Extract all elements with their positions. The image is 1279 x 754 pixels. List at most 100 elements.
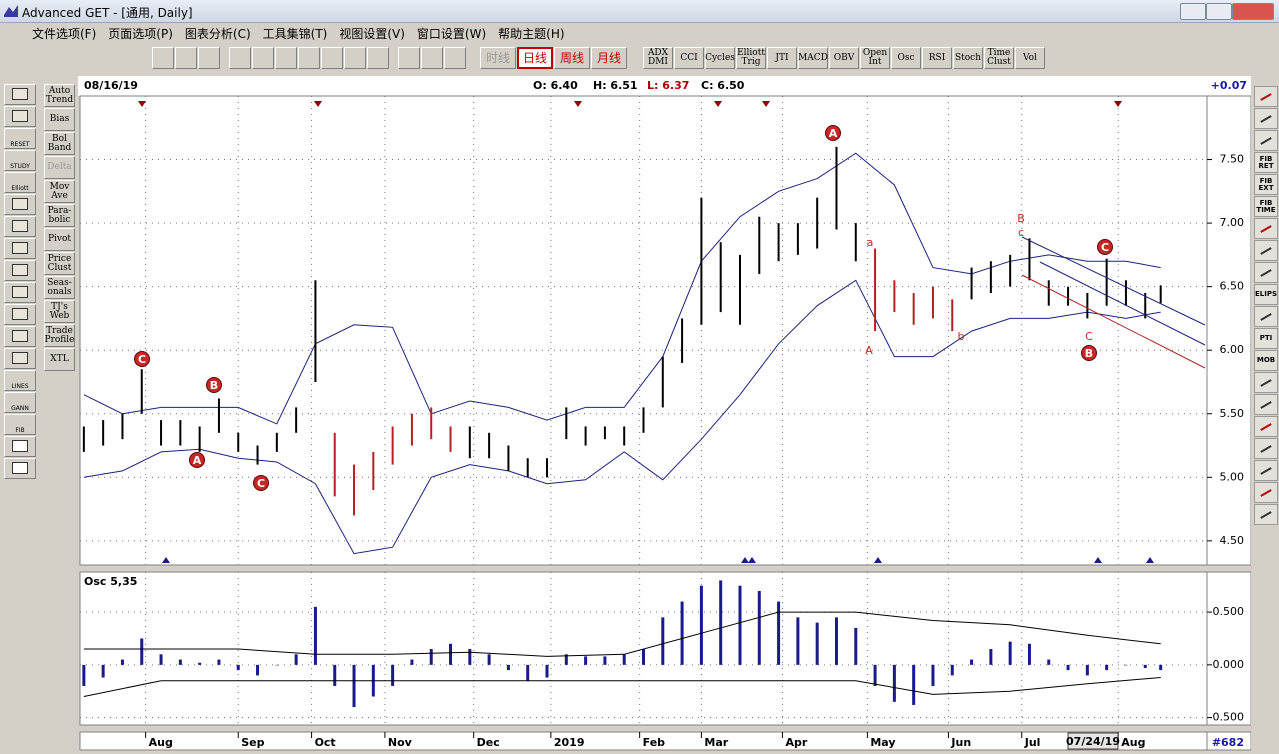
study-button[interactable]: Stoch	[953, 47, 983, 69]
study-button[interactable]: JTI	[767, 47, 797, 69]
study-button[interactable]: ADX DMI	[643, 47, 673, 69]
minimize-button[interactable]	[1180, 3, 1206, 20]
drawing-tool[interactable]	[1254, 86, 1278, 107]
study-button[interactable]: Open Int	[860, 47, 890, 69]
tool-button[interactable]	[229, 47, 251, 69]
drawing-tool[interactable]	[1254, 460, 1278, 481]
menu-item[interactable]: 工具集锦(T)	[262, 27, 328, 41]
channel-line	[1021, 236, 1206, 326]
study-button[interactable]: Cycles	[705, 47, 735, 69]
period-button[interactable]: 日线	[517, 47, 553, 69]
study-button[interactable]: OBV	[829, 47, 859, 69]
tool-button[interactable]	[175, 47, 197, 69]
icon-button[interactable]	[4, 436, 36, 457]
drawing-tool[interactable]	[1254, 306, 1278, 327]
icon-button[interactable]: FIB	[4, 414, 36, 435]
study-button[interactable]: Osc	[891, 47, 921, 69]
icon-button[interactable]	[4, 216, 36, 237]
drawing-tool[interactable]	[1254, 218, 1278, 239]
drawing-tool[interactable]	[1254, 416, 1278, 437]
drawing-tool[interactable]	[1254, 130, 1278, 151]
drawing-tool[interactable]	[1254, 262, 1278, 283]
osc-bar	[873, 664, 877, 686]
period-button[interactable]: 周线	[554, 47, 590, 69]
drawing-tool[interactable]	[1254, 372, 1278, 393]
icon-button[interactable]	[4, 348, 36, 369]
menu-item[interactable]: 帮助主题(H)	[498, 27, 565, 41]
icon-button[interactable]: Elliott	[4, 172, 36, 193]
icon-button[interactable]	[4, 106, 36, 127]
tool-button[interactable]	[252, 47, 274, 69]
tool-button[interactable]	[298, 47, 320, 69]
study-button[interactable]: MACD	[798, 47, 828, 69]
icon-button[interactable]	[4, 304, 36, 325]
icon-button[interactable]	[4, 282, 36, 303]
icon-button[interactable]: GANN	[4, 392, 36, 413]
close-button[interactable]	[1232, 3, 1274, 20]
drawing-tool[interactable]	[1254, 482, 1278, 503]
x-tick-label: Aug	[149, 736, 173, 749]
drawing-tool[interactable]	[1254, 240, 1278, 261]
tool-button[interactable]	[344, 47, 366, 69]
study-button[interactable]: Vol	[1015, 47, 1045, 69]
menu-item[interactable]: 文件选项(F)	[32, 27, 97, 41]
osc-bar	[1047, 659, 1051, 665]
study-toggle[interactable]: Seas-onals	[44, 276, 75, 299]
study-toggle[interactable]: Price Clust	[44, 252, 75, 275]
study-toggle[interactable]: Auto Trend	[44, 84, 75, 107]
tool-button[interactable]	[421, 47, 443, 69]
drawing-tool[interactable]: MOB	[1254, 350, 1278, 371]
icon-button[interactable]: STUDY	[4, 150, 36, 171]
study-toggle[interactable]: Trade Profile	[44, 324, 75, 347]
icon-button[interactable]	[4, 260, 36, 281]
drawing-tool[interactable]: FIB EXT	[1254, 174, 1278, 195]
period-button[interactable]: 月线	[591, 47, 627, 69]
icon-button[interactable]: LINES	[4, 370, 36, 391]
drawing-tool[interactable]	[1254, 438, 1278, 459]
drawing-tool[interactable]	[1254, 108, 1278, 129]
study-toggle[interactable]: Pivot	[44, 228, 75, 251]
drawing-tool[interactable]	[1254, 394, 1278, 415]
tool-button[interactable]	[367, 47, 389, 69]
study-toggle[interactable]: Bias	[44, 108, 75, 131]
icon-button[interactable]	[4, 194, 36, 215]
menu-item[interactable]: 页面选项(P)	[108, 27, 173, 41]
drawing-tool[interactable]: FIB TIME	[1254, 196, 1278, 217]
y-tick-label: 5.00	[1220, 470, 1245, 483]
tool-button[interactable]	[398, 47, 420, 69]
tool-button[interactable]	[152, 47, 174, 69]
study-toggle[interactable]: XTL	[44, 348, 75, 371]
wave-marker	[825, 125, 841, 141]
study-toggle[interactable]: Bol Band	[44, 132, 75, 155]
icon-button[interactable]: RESET	[4, 128, 36, 149]
study-button[interactable]: CCI	[674, 47, 704, 69]
x-tick-label: Apr	[785, 736, 807, 749]
study-button[interactable]: RSI	[922, 47, 952, 69]
menu-item[interactable]: 视图设置(V)	[339, 27, 405, 41]
period-button[interactable]: 时线	[480, 47, 516, 69]
study-toggle[interactable]: Para-bolic	[44, 204, 75, 227]
icon-glyph	[12, 242, 28, 254]
icon-button[interactable]	[4, 458, 36, 479]
study-button[interactable]: Time Clust	[984, 47, 1014, 69]
study-toggle[interactable]: Mov Ave	[44, 180, 75, 203]
menu-item[interactable]: 图表分析(C)	[184, 27, 251, 41]
tool-button[interactable]	[444, 47, 466, 69]
drawing-tool[interactable]: FIB RET	[1254, 152, 1278, 173]
maximize-button[interactable]	[1206, 3, 1232, 20]
icon-button[interactable]	[4, 326, 36, 347]
tool-button[interactable]	[275, 47, 297, 69]
tool-button[interactable]	[198, 47, 220, 69]
icon-button[interactable]	[4, 238, 36, 259]
price-panel	[79, 95, 1208, 566]
drawing-tool[interactable]: PTI	[1254, 328, 1278, 349]
study-toggle[interactable]: Delta	[44, 156, 75, 179]
study-button[interactable]: Elliott Trig	[736, 47, 766, 69]
drawing-tool[interactable]: ELIPS	[1254, 284, 1278, 305]
menu-item[interactable]: 窗口设置(W)	[416, 27, 487, 41]
header-open: O: 6.40	[533, 79, 578, 92]
drawing-tool[interactable]	[1254, 504, 1278, 525]
icon-button[interactable]	[4, 84, 36, 105]
study-toggle[interactable]: TJ's Web	[44, 300, 75, 323]
tool-button[interactable]	[321, 47, 343, 69]
